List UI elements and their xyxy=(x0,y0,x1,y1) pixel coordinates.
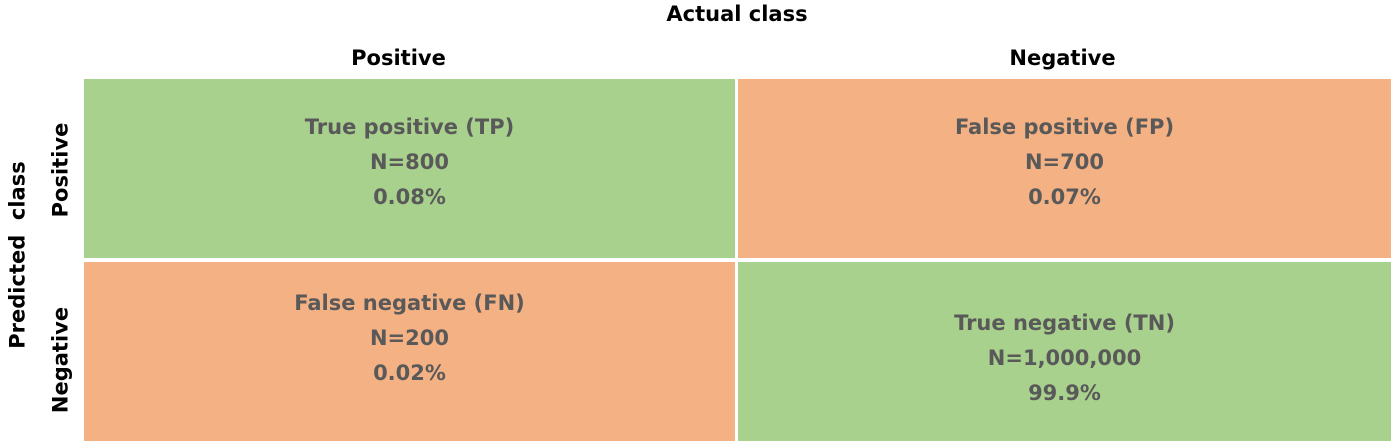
cell-count: N=200 xyxy=(369,326,449,350)
cell-count: N=700 xyxy=(1024,150,1104,174)
cell-true-negative: True negative (TN) N=1,000,000 99.9% xyxy=(738,262,1391,441)
cell-count: N=800 xyxy=(369,150,449,174)
cell-percent: 99.9% xyxy=(1028,381,1101,405)
column-header-negative: Negative xyxy=(1009,46,1116,70)
cell-label: False positive (FP) xyxy=(954,115,1175,139)
actual-class-title: Actual class xyxy=(666,2,808,26)
cell-percent: 0.07% xyxy=(1028,185,1101,209)
predicted-class-title: Predicted class xyxy=(5,161,30,349)
cell-false-negative: False negative (FN) N=200 0.02% xyxy=(84,262,735,441)
row-header-positive: Positive xyxy=(48,122,73,218)
row-header-negative: Negative xyxy=(48,306,73,414)
cell-label: False negative (FN) xyxy=(294,291,525,315)
column-header-positive: Positive xyxy=(351,46,446,70)
cell-label: True negative (TN) xyxy=(954,311,1175,335)
cell-label: True positive (TP) xyxy=(304,115,515,139)
cell-percent: 0.02% xyxy=(373,361,446,385)
cell-percent: 0.08% xyxy=(373,185,446,209)
cell-false-positive: False positive (FP) N=700 0.07% xyxy=(738,79,1391,258)
cell-true-positive: True positive (TP) N=800 0.08% xyxy=(84,79,735,258)
cell-count: N=1,000,000 xyxy=(987,346,1142,370)
